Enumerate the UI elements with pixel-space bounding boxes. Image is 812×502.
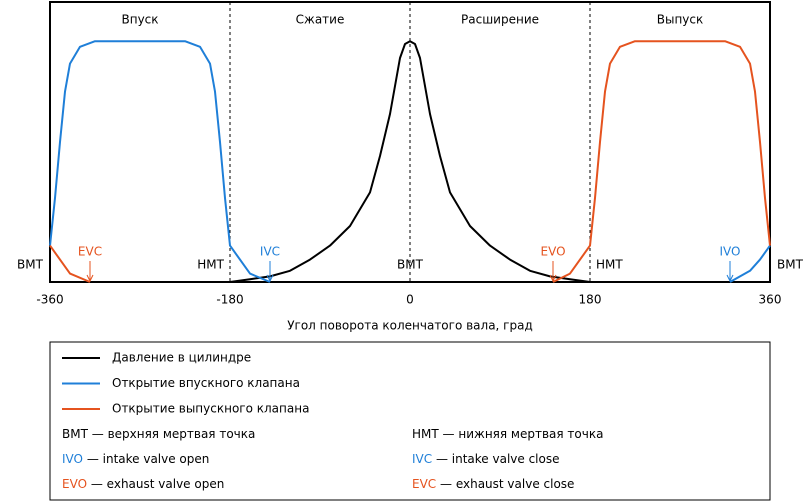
event-arrowhead bbox=[726, 274, 734, 283]
series-line bbox=[229, 40, 591, 283]
series-line bbox=[49, 40, 771, 283]
note-text: — нижняя мертвая точка bbox=[443, 427, 604, 441]
legend-note: ВМТ — верхняя мертвая точка bbox=[62, 427, 255, 441]
phase-label: Расширение bbox=[461, 13, 539, 27]
note-abbr: EVC bbox=[412, 477, 436, 491]
x-tick-label: 180 bbox=[579, 293, 602, 307]
note-text: — intake valve close bbox=[436, 452, 560, 466]
note-abbr: IVC bbox=[412, 452, 432, 466]
dead-center-label: НМТ bbox=[596, 258, 623, 272]
event-arrowhead bbox=[86, 274, 94, 283]
legend-label: Давление в цилиндре bbox=[112, 351, 251, 365]
dead-center-label: ВМТ bbox=[17, 258, 44, 272]
legend-label: Открытие впускного клапана bbox=[112, 376, 300, 390]
note-abbr: ВМТ bbox=[62, 427, 89, 441]
legend-note: НМТ — нижняя мертвая точка bbox=[412, 427, 603, 441]
event-label: EVC bbox=[78, 245, 102, 259]
legend-note: EVO — exhaust valve open bbox=[62, 477, 224, 491]
x-tick-label: -180 bbox=[216, 293, 243, 307]
legend-note: IVO — intake valve open bbox=[62, 452, 209, 466]
phase-label: Сжатие bbox=[296, 13, 345, 27]
event-label: EVO bbox=[540, 245, 565, 259]
x-tick-label: -360 bbox=[36, 293, 63, 307]
note-abbr: EVO bbox=[62, 477, 87, 491]
event-arrowhead bbox=[266, 274, 274, 283]
legend-note: EVC — exhaust valve close bbox=[412, 477, 574, 491]
phase-label: Впуск bbox=[121, 13, 158, 27]
phase-label: Выпуск bbox=[657, 13, 704, 27]
note-text: — exhaust valve open bbox=[91, 477, 224, 491]
event-label: IVC bbox=[260, 245, 280, 259]
note-text: — exhaust valve close bbox=[440, 477, 574, 491]
note-text: — верхняя мертвая точка bbox=[92, 427, 256, 441]
note-abbr: IVO bbox=[62, 452, 83, 466]
series-line bbox=[49, 40, 771, 283]
legend-label: Открытие выпускного клапана bbox=[112, 402, 309, 416]
x-tick-label: 0 bbox=[406, 293, 414, 307]
legend-note: IVC — intake valve close bbox=[412, 452, 560, 466]
note-abbr: НМТ bbox=[412, 427, 439, 441]
dead-center-label: ВМТ bbox=[397, 258, 424, 272]
legend-box bbox=[49, 341, 771, 501]
x-axis-label: Угол поворота коленчатого вала, град bbox=[287, 319, 533, 333]
dead-center-label: НМТ bbox=[197, 258, 224, 272]
event-label: IVO bbox=[720, 245, 741, 259]
x-tick-label: 360 bbox=[759, 293, 782, 307]
event-arrowhead bbox=[549, 274, 557, 283]
dead-center-label: ВМТ bbox=[777, 258, 804, 272]
note-text: — intake valve open bbox=[87, 452, 210, 466]
